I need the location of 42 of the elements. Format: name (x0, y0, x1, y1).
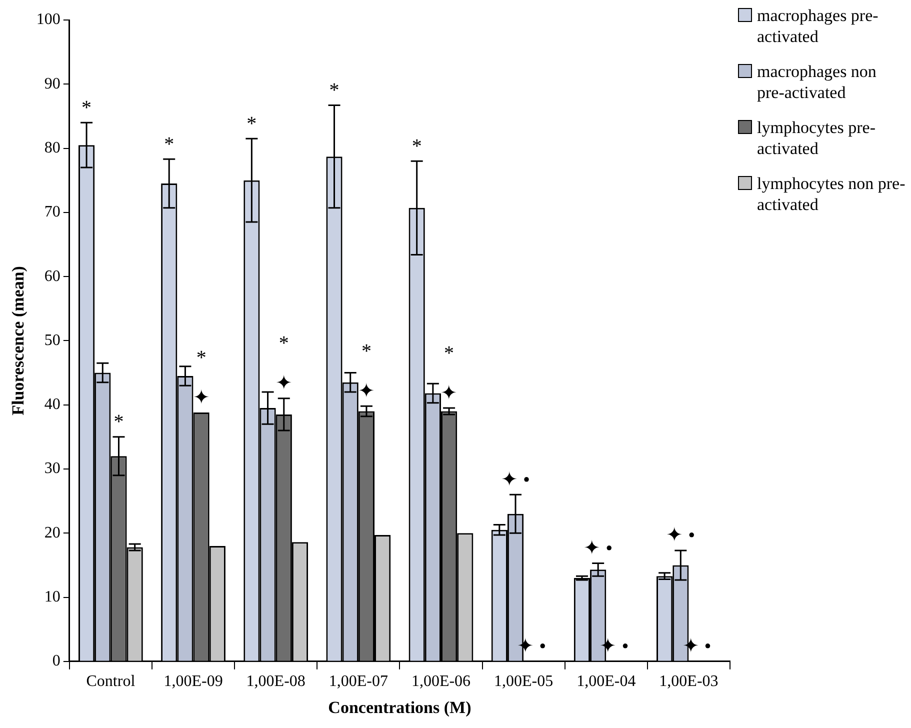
x-tick-label: 1,00E-03 (659, 673, 718, 690)
legend-label: lymphocytes non pre- activated (757, 173, 906, 215)
legend-label: macrophages non pre-activated (757, 61, 878, 103)
annotation: ✦ (358, 380, 375, 402)
annotation: ✦ (192, 386, 210, 409)
annotation: ✦ (275, 372, 292, 395)
y-tick-label: 80 (44, 139, 60, 156)
y-tick-label: 20 (44, 524, 60, 542)
y-tick-label: 50 (44, 332, 60, 349)
annotation: * (361, 340, 372, 362)
annotation: * (82, 96, 92, 119)
x-axis-title: Concentrations (M) (328, 698, 472, 718)
annotation: ✦ • (666, 524, 696, 547)
y-tick-label: 10 (44, 588, 60, 606)
annotation: * (196, 346, 206, 369)
y-tick-label: 30 (44, 460, 60, 478)
x-tick-label: 1,00E-05 (494, 673, 554, 690)
y-tick-label: 60 (44, 268, 60, 285)
x-tick-label: 1,00E-08 (246, 673, 306, 690)
y-tick-label: 100 (36, 11, 60, 28)
x-tick-label: 1,00E-09 (164, 673, 223, 690)
y-tick-label: 90 (44, 75, 60, 92)
annotation: ✦ • (584, 538, 613, 560)
annotation: ✦ (440, 382, 458, 404)
annotation: * (412, 135, 422, 158)
x-tick-label: 1,00E-06 (411, 673, 471, 690)
annotation: * (444, 342, 454, 364)
annotation: * (246, 112, 257, 135)
x-tick-label: 1,00E-07 (328, 673, 388, 690)
annotation: * (329, 80, 340, 102)
y-axis-title: Fluorescence (mean) (8, 266, 28, 416)
legend-label: lymphocytes pre-activated (757, 117, 876, 159)
y-tick-label: 40 (44, 396, 60, 414)
x-tick-label: Control (86, 673, 136, 690)
x-tick-label: 1,00E-04 (576, 673, 636, 690)
annotation: * (114, 411, 124, 434)
annotation: * (164, 133, 174, 156)
y-tick-label: 70 (44, 204, 60, 221)
annotation: * (278, 332, 289, 355)
legend-label: macrophages pre-activated (757, 5, 880, 47)
y-tick-label: 0 (52, 652, 60, 670)
annotation: ✦ • (501, 468, 530, 491)
